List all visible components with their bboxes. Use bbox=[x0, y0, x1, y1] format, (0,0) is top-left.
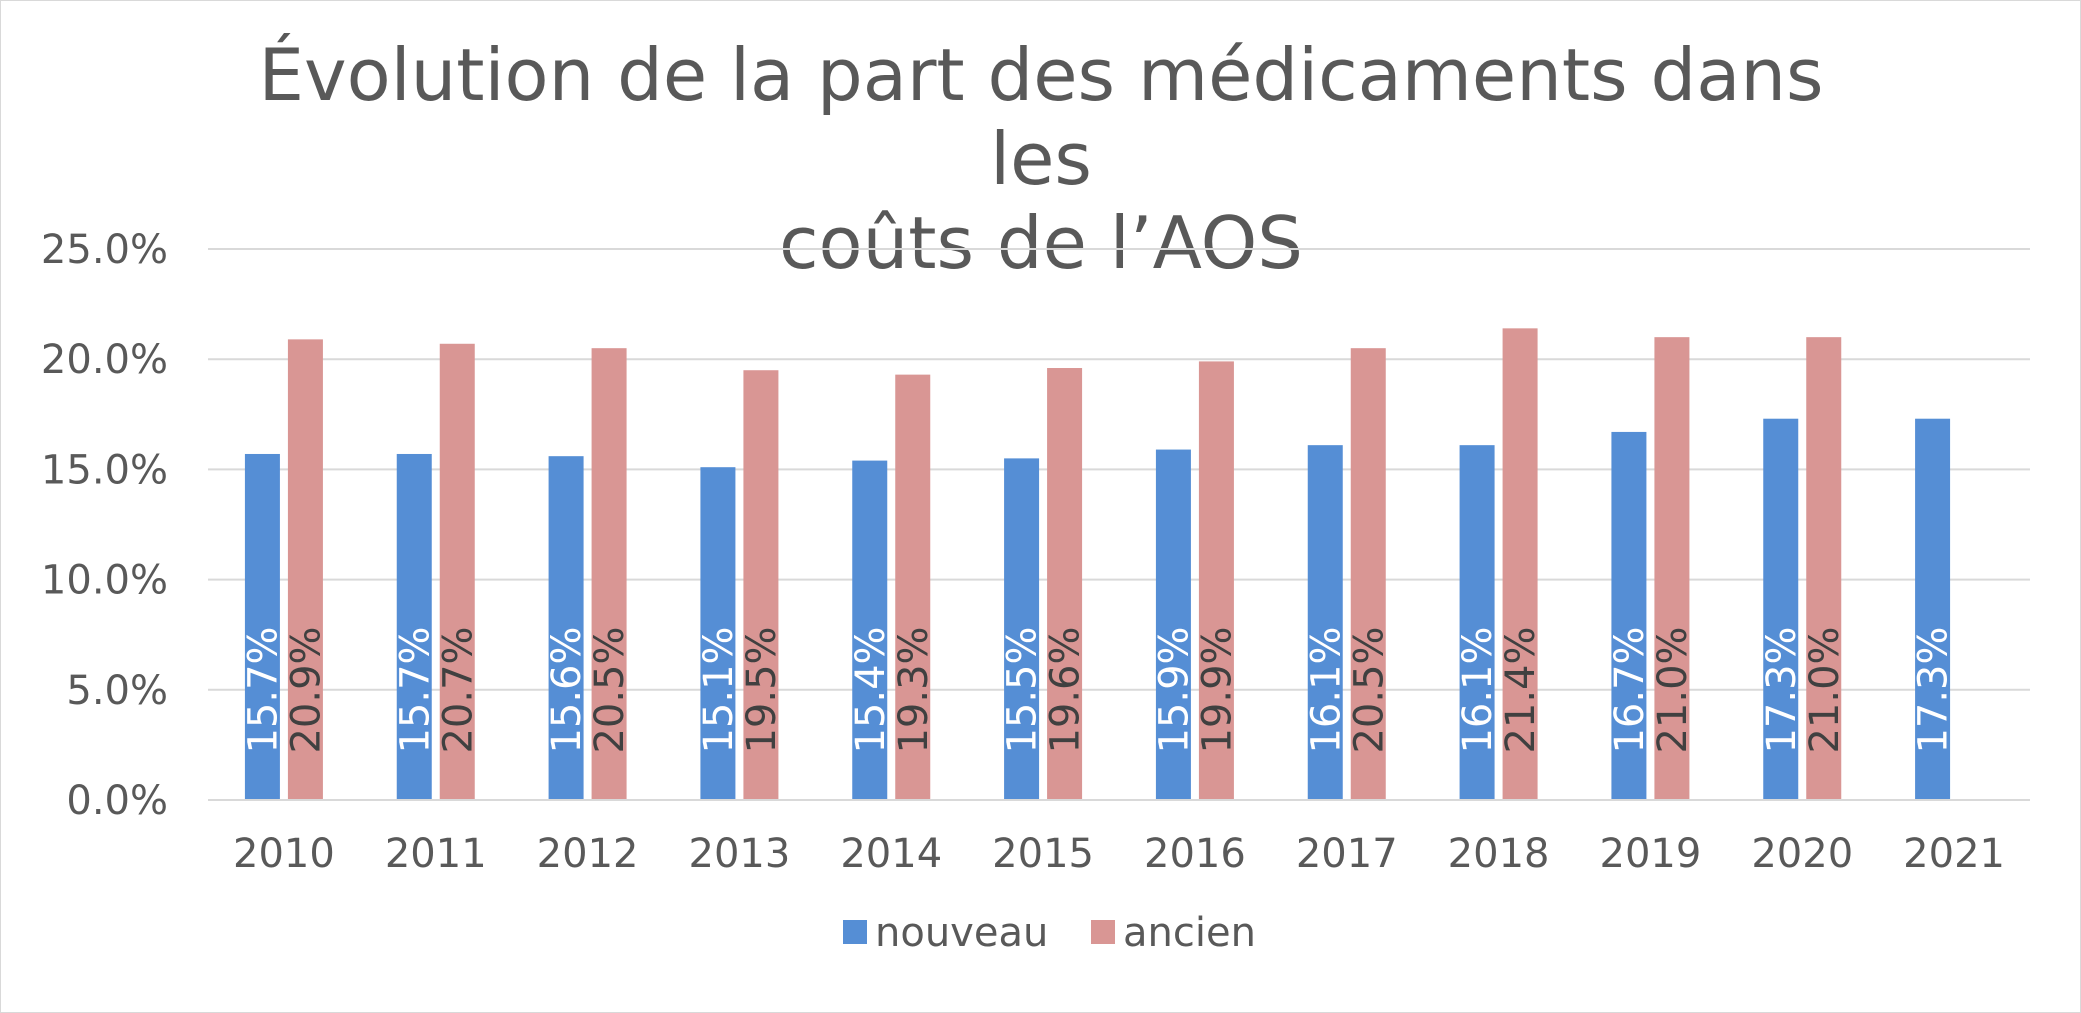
data-label-nouveau-2012: 15.6% bbox=[544, 626, 590, 753]
y-tick-label: 5.0% bbox=[66, 668, 168, 714]
x-tick-label-2013: 2013 bbox=[689, 831, 791, 877]
bar-nouveau-2021 bbox=[1915, 418, 1951, 800]
bar-nouveau-2014 bbox=[852, 460, 888, 800]
bar-ancien-2014 bbox=[895, 374, 931, 800]
bar-nouveau-2012 bbox=[548, 456, 584, 800]
bar-ancien-2010 bbox=[287, 339, 323, 800]
data-label-ancien-2011: 20.7% bbox=[435, 626, 481, 753]
data-label-nouveau-2020: 17.3% bbox=[1759, 626, 1805, 753]
data-label-ancien-2019: 21.0% bbox=[1650, 626, 1696, 753]
bar-ancien-2017 bbox=[1350, 348, 1386, 800]
data-label-nouveau-2011: 15.7% bbox=[392, 626, 438, 753]
y-tick-label: 15.0% bbox=[41, 447, 168, 493]
bar-ancien-2019 bbox=[1654, 337, 1690, 800]
bar-nouveau-2019 bbox=[1611, 431, 1647, 800]
data-label-ancien-2020: 21.0% bbox=[1802, 626, 1848, 753]
data-label-ancien-2012: 20.5% bbox=[587, 626, 633, 753]
data-label-nouveau-2021: 17.3% bbox=[1911, 626, 1957, 753]
x-tick-label-2018: 2018 bbox=[1448, 831, 1550, 877]
bar-nouveau-2013 bbox=[700, 467, 736, 800]
data-label-ancien-2010: 20.9% bbox=[283, 626, 329, 753]
data-label-nouveau-2017: 16.1% bbox=[1303, 626, 1349, 753]
y-tick-label: 25.0% bbox=[41, 227, 168, 273]
data-label-nouveau-2019: 16.7% bbox=[1607, 626, 1653, 753]
data-label-nouveau-2015: 15.5% bbox=[1000, 626, 1046, 753]
x-tick-label-2017: 2017 bbox=[1296, 831, 1398, 877]
x-tick-label-2012: 2012 bbox=[537, 831, 639, 877]
legend-swatch-ancien bbox=[1091, 920, 1115, 944]
x-tick-label-2015: 2015 bbox=[992, 831, 1094, 877]
bar-ancien-2013 bbox=[743, 370, 779, 800]
legend-label-nouveau: nouveau bbox=[875, 910, 1048, 956]
data-label-nouveau-2018: 16.1% bbox=[1455, 626, 1501, 753]
bar-nouveau-2017 bbox=[1307, 445, 1343, 800]
x-tick-label-2020: 2020 bbox=[1751, 831, 1853, 877]
data-label-ancien-2016: 19.9% bbox=[1194, 626, 1240, 753]
bar-ancien-2011 bbox=[439, 343, 475, 800]
y-tick-label: 20.0% bbox=[41, 337, 168, 383]
data-label-ancien-2018: 21.4% bbox=[1498, 626, 1544, 753]
bar-nouveau-2020 bbox=[1763, 418, 1799, 800]
x-tick-label-2019: 2019 bbox=[1600, 831, 1702, 877]
data-label-ancien-2013: 19.5% bbox=[739, 626, 785, 753]
bar-ancien-2018 bbox=[1502, 328, 1538, 800]
chart-title: Évolution de la part des médicaments dan… bbox=[241, 33, 1841, 285]
bar-ancien-2012 bbox=[591, 348, 627, 800]
data-label-nouveau-2013: 15.1% bbox=[696, 626, 742, 753]
bar-nouveau-2016 bbox=[1155, 449, 1191, 800]
x-tick-label-2011: 2011 bbox=[385, 831, 487, 877]
y-tick-label: 10.0% bbox=[41, 558, 168, 604]
chart-title-line-2: coûts de l’AOS bbox=[778, 201, 1304, 285]
x-tick-label-2010: 2010 bbox=[233, 831, 335, 877]
chart-title-line-1: Évolution de la part des médicaments dan… bbox=[258, 33, 1824, 201]
x-tick-label-2021: 2021 bbox=[1903, 831, 2005, 877]
bar-ancien-2016 bbox=[1198, 361, 1234, 800]
data-label-ancien-2015: 19.6% bbox=[1043, 626, 1089, 753]
data-label-ancien-2017: 20.5% bbox=[1346, 626, 1392, 753]
x-tick-label-2016: 2016 bbox=[1144, 831, 1246, 877]
bar-nouveau-2018 bbox=[1459, 445, 1495, 800]
data-label-nouveau-2014: 15.4% bbox=[848, 626, 894, 753]
bar-nouveau-2011 bbox=[396, 453, 432, 800]
bar-ancien-2020 bbox=[1806, 337, 1842, 800]
data-label-nouveau-2010: 15.7% bbox=[240, 626, 286, 753]
data-label-nouveau-2016: 15.9% bbox=[1151, 626, 1197, 753]
data-label-ancien-2014: 19.3% bbox=[891, 626, 937, 753]
legend-swatch-nouveau bbox=[843, 920, 867, 944]
bar-nouveau-2010 bbox=[244, 453, 280, 800]
y-tick-label: 0.0% bbox=[66, 778, 168, 824]
x-tick-label-2014: 2014 bbox=[840, 831, 942, 877]
legend-label-ancien: ancien bbox=[1123, 910, 1256, 956]
bar-ancien-2015 bbox=[1047, 368, 1083, 800]
bar-nouveau-2015 bbox=[1004, 458, 1040, 800]
